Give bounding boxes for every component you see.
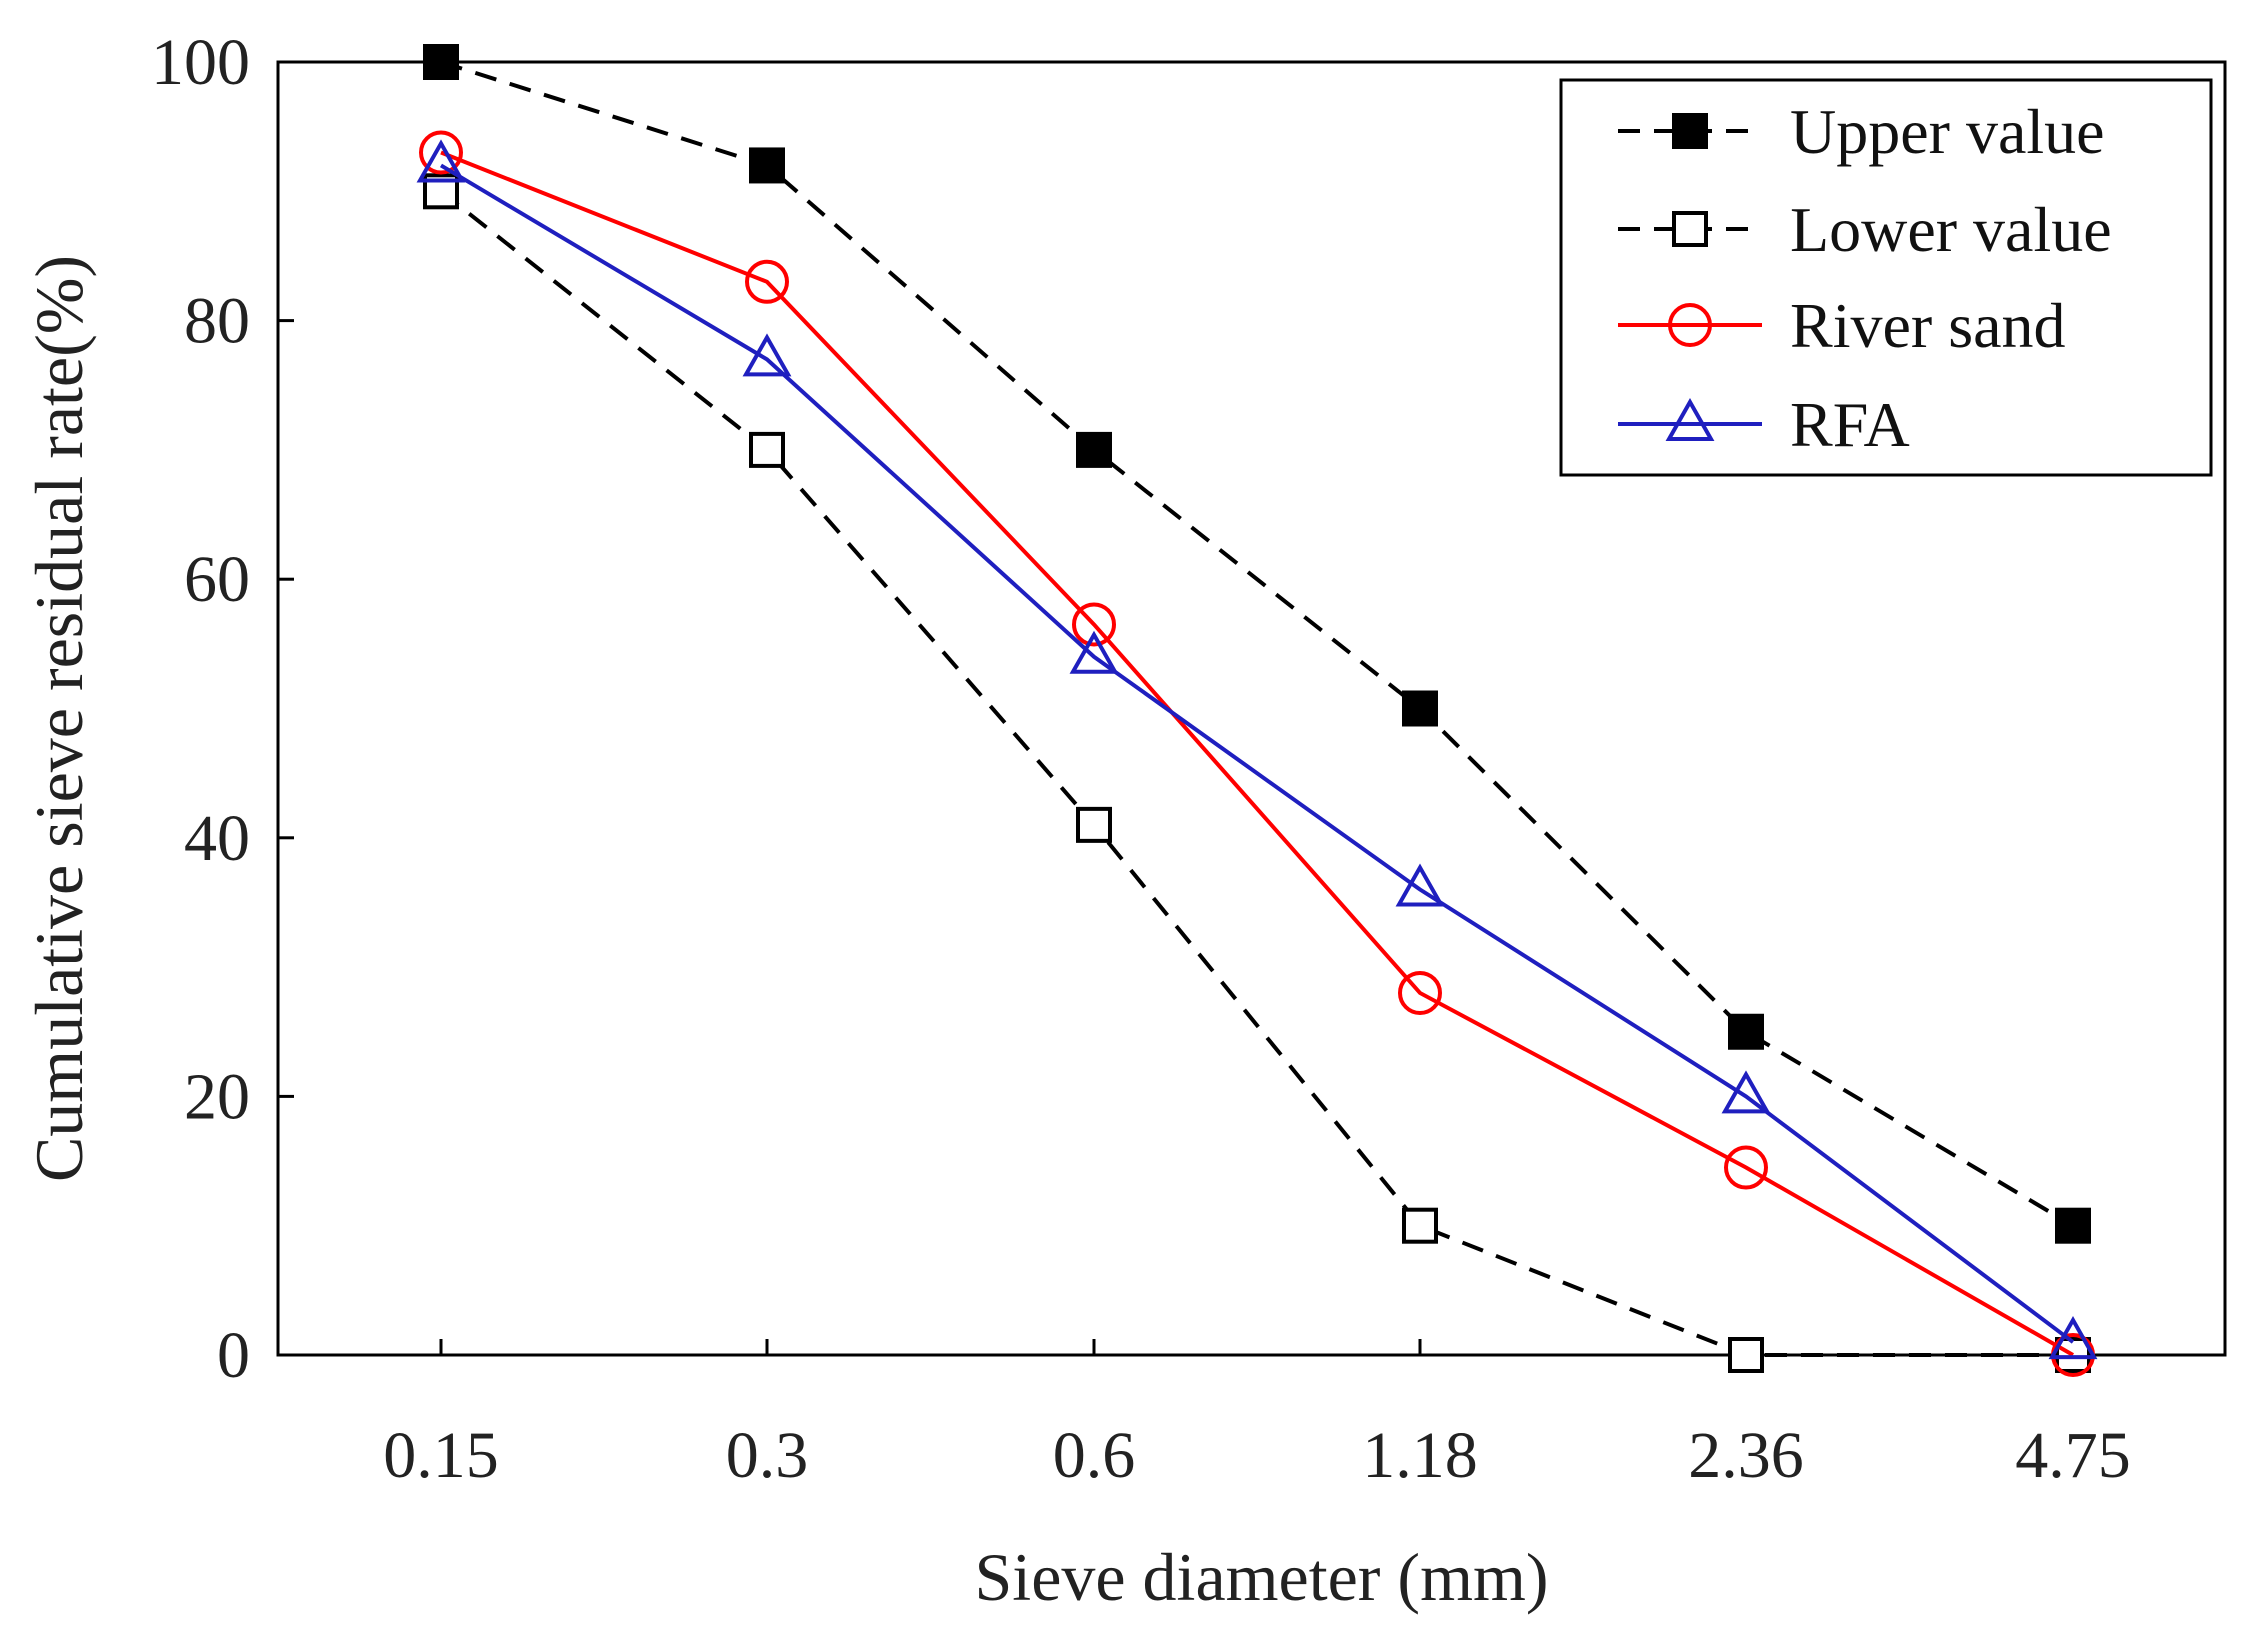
x-tick-label: 0.15 bbox=[383, 1419, 499, 1492]
data-point-river-sand bbox=[1072, 602, 1116, 647]
legend-label: RFA bbox=[1790, 389, 1910, 460]
data-point-river-sand bbox=[745, 259, 789, 304]
legend-marker bbox=[1668, 303, 1712, 347]
legend-label: River sand bbox=[1790, 290, 2066, 361]
x-tick-label: 0.6 bbox=[1053, 1419, 1136, 1492]
series-rfa bbox=[416, 139, 2098, 1360]
series-line-river-sand bbox=[440, 150, 2074, 1357]
y-axis-title: Cumulative sieve residual rate(%) bbox=[21, 255, 97, 1182]
x-tick-label: 0.3 bbox=[726, 1419, 809, 1492]
x-tick-label: 2.36 bbox=[1688, 1419, 1804, 1492]
x-axis-title: Sieve diameter (mm) bbox=[974, 1539, 1548, 1615]
legend-label: Upper value bbox=[1790, 96, 2105, 167]
legend-box bbox=[1559, 78, 2213, 477]
data-point-rfa bbox=[1395, 863, 1445, 907]
data-point-upper-value bbox=[1076, 431, 1112, 468]
series-line-lower-value bbox=[439, 189, 2073, 1357]
legend-marker bbox=[1672, 113, 1708, 149]
data-point-upper-value bbox=[749, 147, 785, 184]
data-point-rfa bbox=[2048, 1316, 2098, 1360]
data-point-upper-value bbox=[1402, 690, 1438, 727]
legend-entry-lower-value: Lower value bbox=[1618, 194, 2112, 265]
y-tick-label: 80 bbox=[184, 285, 250, 358]
y-tick-label: 0 bbox=[217, 1319, 250, 1392]
series-layer bbox=[416, 44, 2098, 1377]
data-point-lower-value bbox=[1076, 806, 1112, 843]
y-tick-label: 40 bbox=[184, 802, 250, 875]
series-lower-value bbox=[423, 173, 2091, 1373]
legend: Upper value Lower value River sand RFA bbox=[1559, 78, 2213, 477]
data-point-rfa bbox=[1721, 1070, 1771, 1114]
data-point-rfa bbox=[1069, 630, 1119, 674]
data-point-rfa bbox=[742, 333, 792, 377]
series-upper-value bbox=[423, 44, 2091, 1244]
data-point-upper-value bbox=[1728, 1013, 1764, 1050]
data-point-river-sand bbox=[1724, 1145, 1768, 1190]
legend-label: Lower value bbox=[1790, 194, 2112, 265]
data-point-upper-value bbox=[423, 44, 459, 80]
data-point-lower-value bbox=[1728, 1337, 1764, 1373]
plot-frame bbox=[276, 60, 2227, 1357]
data-point-river-sand bbox=[419, 130, 463, 175]
data-point-rfa bbox=[416, 139, 466, 183]
axes: 0 20 40 60 80 100 0.15 0.3 0.6 1.18 2.36 4.75 bbox=[151, 26, 2227, 1492]
series-line-upper-value bbox=[440, 60, 2075, 1228]
data-point-upper-value bbox=[2055, 1207, 2091, 1244]
x-tick-label: 1.18 bbox=[1362, 1419, 1478, 1492]
legend-marker bbox=[1672, 211, 1708, 247]
y-tick-label: 100 bbox=[151, 26, 250, 99]
x-tick-label: 4.75 bbox=[2015, 1419, 2131, 1492]
series-line-rfa bbox=[439, 163, 2075, 1344]
y-tick-label: 60 bbox=[184, 543, 250, 616]
data-point-lower-value bbox=[1402, 1207, 1438, 1244]
data-point-river-sand bbox=[1398, 970, 1442, 1015]
data-point-lower-value bbox=[749, 431, 785, 468]
y-tick-label: 20 bbox=[184, 1060, 250, 1133]
legend-entry-river-sand: River sand bbox=[1618, 290, 2066, 361]
legend-marker bbox=[1665, 397, 1715, 441]
legend-entry-rfa: RFA bbox=[1618, 389, 1910, 460]
series-river-sand bbox=[419, 130, 2095, 1377]
legend-entry-upper-value: Upper value bbox=[1618, 96, 2105, 167]
